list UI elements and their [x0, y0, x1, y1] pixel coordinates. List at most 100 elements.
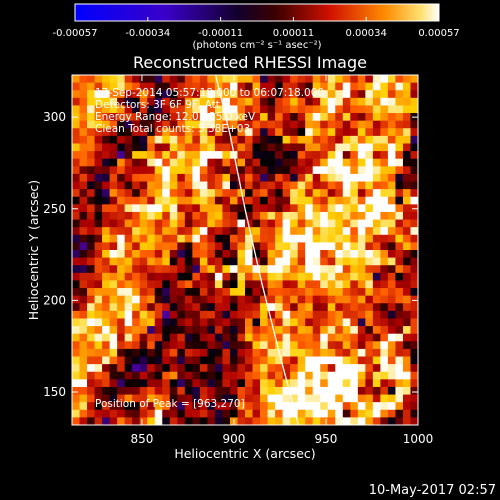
heatmap-cell — [387, 120, 397, 129]
heatmap-cell — [237, 105, 246, 114]
heatmap-cell — [290, 272, 299, 282]
heatmap-cell — [335, 310, 344, 320]
heatmap-cell — [237, 151, 246, 160]
heatmap-cell — [410, 379, 418, 388]
heatmap-cell — [387, 242, 397, 251]
heatmap-cell — [342, 82, 351, 91]
heatmap-cell — [214, 113, 224, 122]
heatmap-cell — [267, 173, 276, 183]
heatmap-cell — [184, 135, 193, 145]
chart-title: Reconstructed RHESSI Image — [133, 53, 367, 72]
heatmap-cell — [342, 105, 351, 114]
heatmap-cell — [109, 120, 118, 129]
heatmap-cell — [410, 227, 418, 236]
heatmap-cell — [222, 75, 231, 84]
heatmap-cell — [342, 173, 351, 183]
heatmap-cell — [387, 158, 397, 167]
heatmap-cell — [365, 204, 374, 213]
heatmap-cell — [154, 173, 163, 183]
heatmap-cell — [380, 120, 389, 129]
heatmap-cell — [267, 402, 276, 411]
heatmap-cell — [154, 143, 163, 152]
heatmap-cell — [222, 326, 231, 335]
heatmap-cell — [109, 158, 118, 167]
heatmap-cell — [252, 288, 261, 297]
heatmap-cell — [94, 295, 103, 304]
heatmap-cell — [102, 257, 111, 266]
heatmap-cell — [124, 234, 133, 243]
heatmap-cell — [192, 219, 201, 228]
heatmap-cell — [139, 211, 148, 221]
heatmap-cell — [335, 204, 344, 213]
heatmap-cell — [162, 409, 171, 418]
heatmap-cell — [342, 143, 351, 152]
heatmap-cell — [350, 158, 359, 167]
heatmap-cell — [192, 82, 201, 91]
heatmap-cell — [109, 173, 118, 183]
heatmap-cell — [237, 97, 246, 107]
heatmap-cell — [372, 386, 381, 396]
heatmap-cell — [245, 417, 254, 425]
heatmap-cell — [192, 386, 201, 396]
heatmap-cell — [177, 364, 186, 373]
heatmap-cell — [199, 318, 208, 327]
heatmap-cell — [380, 189, 389, 198]
heatmap-cell — [387, 105, 397, 114]
heatmap-cell — [124, 288, 133, 297]
heatmap-cell — [380, 75, 389, 84]
heatmap-cell — [245, 272, 254, 282]
heatmap-cell — [282, 204, 291, 213]
heatmap-cell — [102, 356, 111, 365]
heatmap-cell — [305, 417, 314, 425]
heatmap-cell — [365, 288, 374, 297]
heatmap-cell — [199, 356, 208, 365]
heatmap-cell — [282, 151, 291, 160]
heatmap-cell — [320, 402, 329, 411]
heatmap-cell — [117, 105, 126, 114]
heatmap-cell — [72, 295, 81, 304]
heatmap-cell — [335, 371, 344, 380]
heatmap-cell — [357, 417, 366, 425]
heatmap-cell — [124, 409, 133, 418]
heatmap-cell — [320, 90, 329, 99]
heatmap-cell — [79, 173, 88, 183]
heatmap-cell — [327, 326, 336, 335]
heatmap-cell — [290, 402, 299, 411]
heatmap-cell — [132, 295, 141, 304]
heatmap-cell — [350, 295, 359, 304]
heatmap-cell — [207, 90, 216, 99]
heatmap-cell — [207, 227, 216, 236]
heatmap-cell — [87, 128, 96, 137]
heatmap-cell — [350, 135, 359, 145]
heatmap-cell — [162, 120, 171, 129]
heatmap-cell — [327, 120, 336, 129]
heatmap-cell — [72, 227, 81, 236]
heatmap-cell — [117, 173, 126, 183]
heatmap-cell — [94, 348, 103, 358]
heatmap-cell — [410, 265, 418, 274]
heatmap-cell — [297, 158, 306, 167]
heatmap-cell — [365, 394, 374, 403]
heatmap-cell — [184, 120, 193, 129]
heatmap-cell — [117, 326, 126, 335]
heatmap-cell — [117, 97, 126, 107]
heatmap-cell — [102, 128, 111, 137]
heatmap-cell — [372, 189, 381, 198]
heatmap-cell — [199, 364, 208, 373]
heatmap-cell — [132, 402, 141, 411]
colorbar-unit-label: (photons cm⁻² s⁻¹ asec⁻²) — [192, 40, 321, 51]
heatmap-cell — [335, 135, 344, 145]
heatmap-cell — [357, 280, 366, 289]
heatmap-cell — [275, 211, 284, 221]
heatmap-cell — [147, 371, 156, 380]
heatmap-cell — [154, 265, 163, 274]
heatmap-cell — [102, 211, 111, 221]
heatmap-cell — [147, 173, 156, 183]
heatmap-cell — [245, 364, 254, 373]
heatmap-cell — [87, 341, 96, 350]
heatmap-cell — [342, 417, 351, 425]
heatmap-cell — [139, 386, 148, 396]
heatmap-cell — [395, 394, 404, 403]
heatmap-cell — [387, 189, 397, 198]
